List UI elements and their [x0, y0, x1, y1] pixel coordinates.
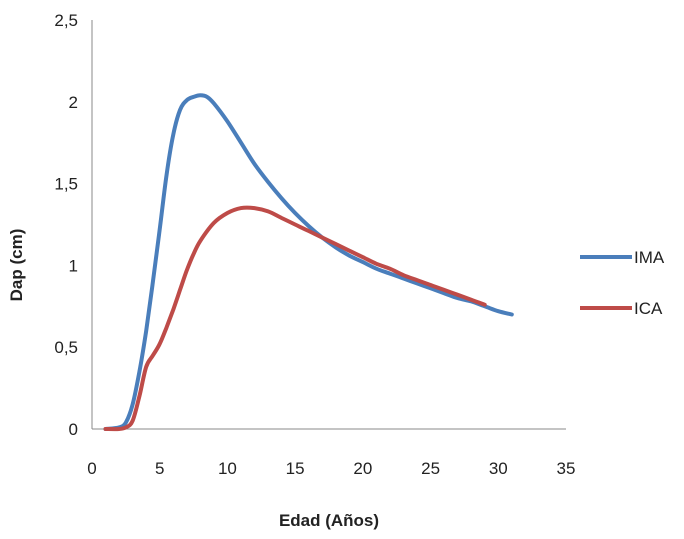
x-tick-label: 10 [218, 459, 237, 478]
x-tick-label: 5 [155, 459, 164, 478]
y-axis-ticks: 0 0,5 1 1,5 2 2,5 [54, 11, 78, 439]
x-tick-label: 35 [557, 459, 576, 478]
y-tick-label: 0,5 [54, 338, 78, 357]
y-tick-label: 1 [69, 256, 78, 275]
series-line-ica [103, 205, 487, 432]
y-tick-label: 1,5 [54, 175, 78, 194]
y-tick-label: 2,5 [54, 11, 78, 30]
series-layer [103, 93, 514, 432]
x-tick-label: 30 [489, 459, 508, 478]
legend: IMA ICA [580, 248, 665, 318]
x-axis-title: Edad (Años) [279, 511, 379, 530]
x-tick-label: 15 [286, 459, 305, 478]
x-axis-ticks: 0 5 10 15 20 25 30 35 [87, 459, 575, 478]
x-tick-label: 0 [87, 459, 96, 478]
y-tick-label: 0 [69, 420, 78, 439]
y-tick-label: 2 [69, 93, 78, 112]
x-tick-label: 20 [353, 459, 372, 478]
legend-label-ima: IMA [634, 248, 665, 267]
y-axis-title: Dap (cm) [7, 229, 26, 302]
x-tick-label: 25 [421, 459, 440, 478]
legend-label-ica: ICA [634, 299, 663, 318]
series-line-ima [103, 93, 514, 431]
